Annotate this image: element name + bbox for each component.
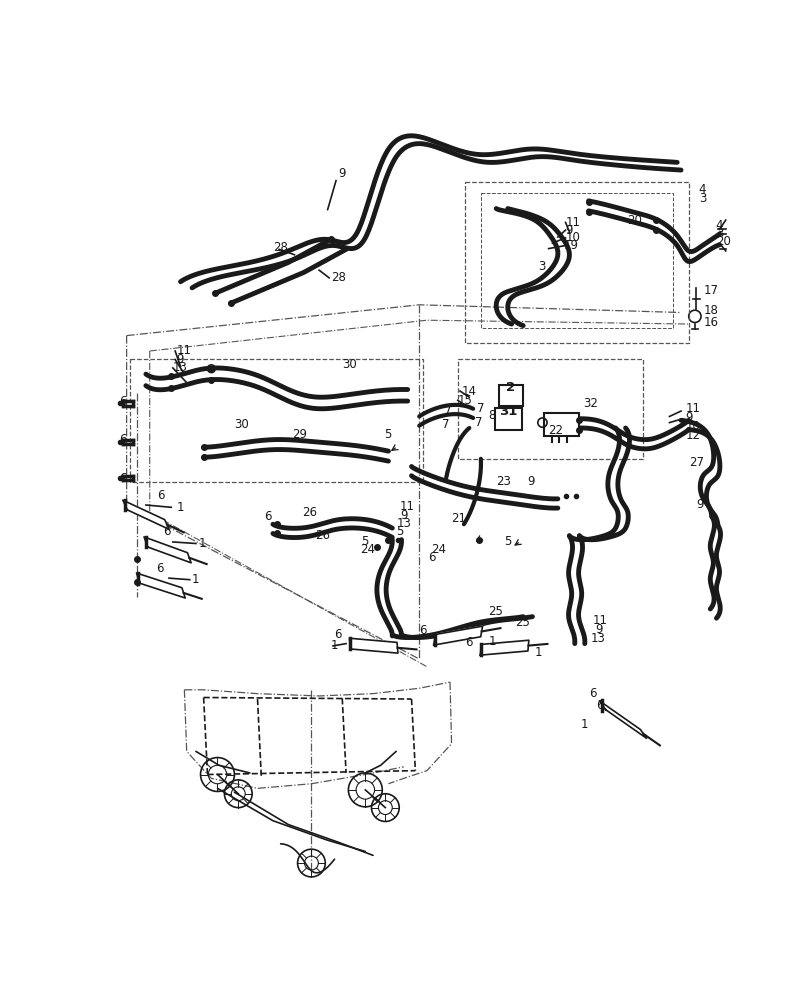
Text: 16: 16: [703, 316, 719, 329]
Text: 10: 10: [684, 420, 700, 433]
Text: 18: 18: [703, 304, 718, 317]
Text: 11: 11: [564, 216, 580, 229]
Text: 6: 6: [156, 562, 163, 575]
Text: 29: 29: [292, 428, 307, 441]
Text: 5: 5: [384, 428, 392, 441]
Text: 19: 19: [564, 239, 578, 252]
Polygon shape: [433, 626, 482, 645]
Text: 20: 20: [626, 214, 642, 227]
Text: 6: 6: [595, 699, 603, 712]
Polygon shape: [599, 701, 646, 738]
Text: 28: 28: [272, 241, 287, 254]
Text: 9: 9: [338, 167, 345, 180]
Text: 6: 6: [588, 687, 595, 700]
Text: 28: 28: [330, 271, 345, 284]
Polygon shape: [480, 640, 528, 655]
Text: 11: 11: [400, 500, 414, 513]
Text: 5: 5: [504, 535, 511, 548]
Text: 9: 9: [684, 411, 693, 424]
Text: 7: 7: [442, 418, 449, 431]
Text: 5: 5: [361, 535, 368, 548]
Text: 31: 31: [499, 405, 517, 418]
Text: 6: 6: [163, 525, 171, 538]
Text: 1: 1: [198, 537, 205, 550]
Polygon shape: [136, 573, 185, 598]
Text: 6: 6: [428, 551, 436, 564]
Text: 11: 11: [684, 402, 700, 415]
Text: 7: 7: [476, 402, 484, 415]
Polygon shape: [349, 638, 397, 653]
Text: 7: 7: [474, 416, 482, 429]
Text: 32: 32: [582, 397, 598, 410]
Text: 14: 14: [461, 385, 476, 398]
Text: 1: 1: [192, 573, 200, 586]
Text: 3: 3: [538, 260, 545, 273]
Text: 26: 26: [315, 529, 330, 542]
Text: 23: 23: [496, 475, 510, 488]
Bar: [543, 413, 578, 436]
Text: 4: 4: [714, 219, 723, 232]
Text: 1: 1: [580, 718, 588, 731]
Text: 6: 6: [418, 624, 427, 637]
Text: 20: 20: [714, 235, 730, 248]
Text: 3: 3: [698, 192, 706, 205]
Text: 12: 12: [684, 429, 700, 442]
Text: 9: 9: [177, 353, 184, 366]
Text: 25: 25: [488, 605, 503, 618]
Text: 1: 1: [177, 501, 184, 514]
Text: 8: 8: [488, 409, 496, 422]
Polygon shape: [122, 500, 169, 529]
Text: 13: 13: [590, 632, 605, 645]
Text: 13: 13: [397, 517, 411, 530]
FancyBboxPatch shape: [498, 385, 522, 406]
Text: 6: 6: [264, 510, 271, 523]
Text: 11: 11: [592, 614, 607, 627]
FancyBboxPatch shape: [494, 408, 521, 430]
Text: 4: 4: [698, 183, 706, 196]
Text: 3: 3: [714, 227, 722, 240]
Text: 6: 6: [465, 636, 472, 649]
Text: 30: 30: [341, 358, 357, 371]
Text: 21: 21: [451, 512, 466, 525]
Text: 22: 22: [547, 424, 562, 437]
Text: 6: 6: [118, 433, 127, 446]
Text: 9: 9: [594, 623, 602, 636]
Text: 7: 7: [444, 405, 451, 418]
Text: 17: 17: [703, 284, 719, 297]
Text: 27: 27: [688, 456, 703, 469]
Text: 6: 6: [157, 489, 165, 502]
Text: 25: 25: [515, 616, 530, 629]
Text: 9: 9: [564, 224, 573, 237]
Text: 5: 5: [396, 525, 403, 538]
Text: 9: 9: [526, 475, 534, 488]
Text: 26: 26: [302, 506, 317, 519]
Text: 1: 1: [330, 639, 337, 652]
Text: 30: 30: [234, 418, 249, 431]
Text: 6: 6: [334, 628, 341, 641]
Text: 2: 2: [506, 381, 515, 394]
Text: 6: 6: [118, 395, 127, 408]
Text: 9: 9: [400, 509, 407, 522]
Text: 1: 1: [488, 635, 496, 648]
Text: 6: 6: [118, 472, 127, 485]
Text: 13: 13: [173, 361, 187, 374]
Text: 1: 1: [534, 646, 542, 659]
Text: 10: 10: [564, 231, 580, 244]
Text: 9: 9: [696, 498, 703, 512]
Text: 15: 15: [457, 394, 472, 407]
Text: 24: 24: [431, 543, 445, 556]
Text: 11: 11: [177, 344, 191, 358]
Polygon shape: [144, 537, 191, 563]
Text: 24: 24: [359, 543, 375, 556]
